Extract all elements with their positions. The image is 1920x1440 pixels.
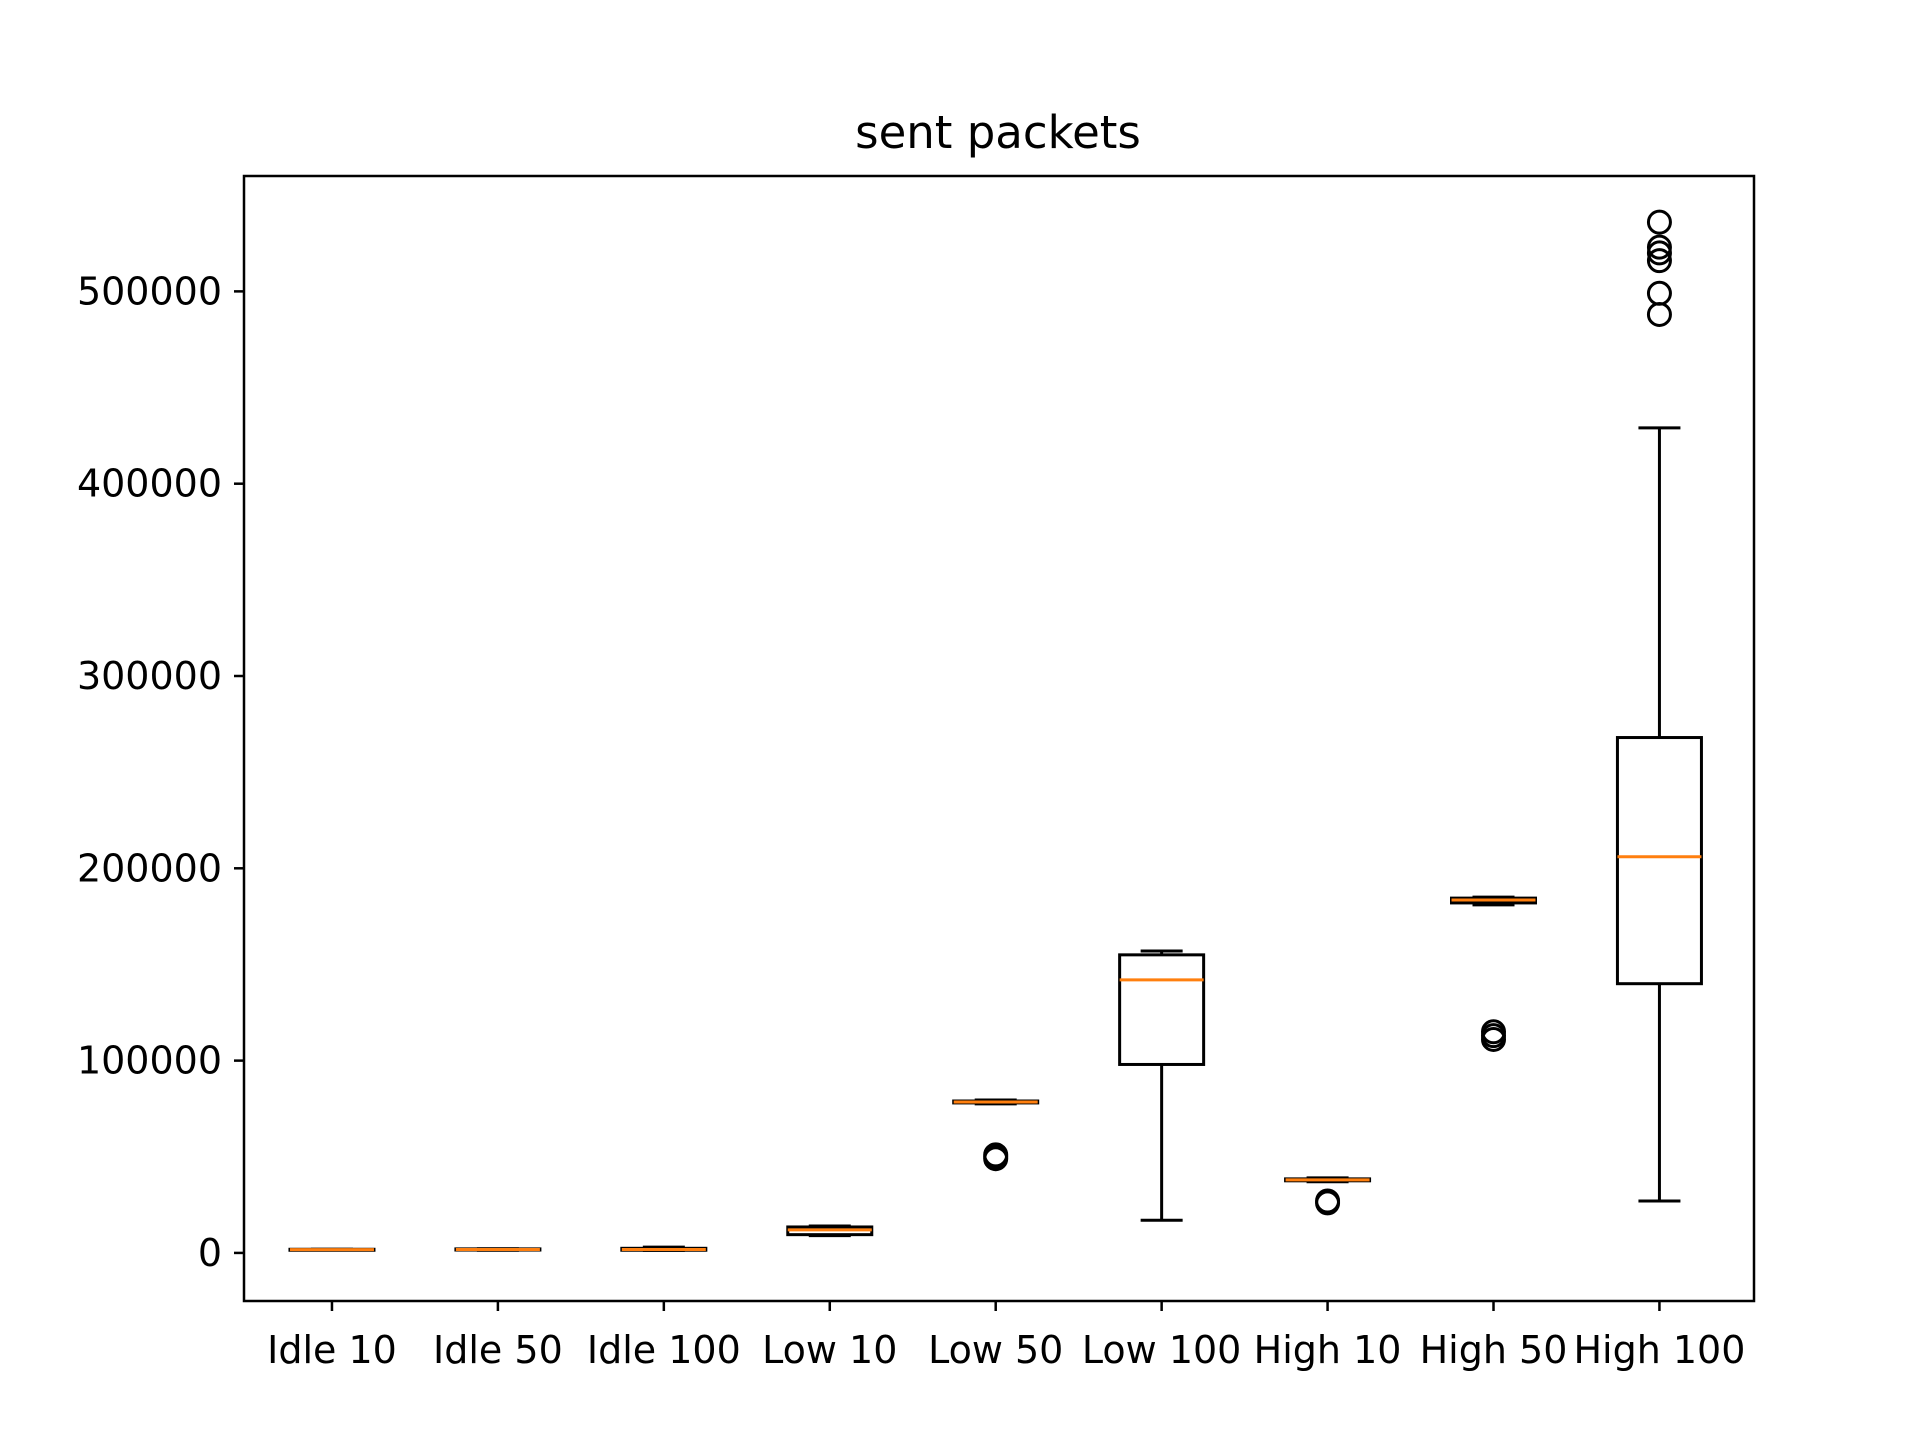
- x-tick-label: High 10: [1254, 1328, 1402, 1372]
- box-group-1: [288, 1247, 376, 1252]
- box-group-3: [620, 1245, 708, 1252]
- outlier-point: [1646, 301, 1672, 327]
- chart-title: sent packets: [855, 106, 1141, 159]
- outlier-point: [1646, 280, 1672, 306]
- outlier-point: [1646, 248, 1672, 274]
- box-group-5: [952, 1098, 1040, 1172]
- outlier-point: [983, 1142, 1009, 1168]
- y-tick-label: 400000: [77, 462, 222, 506]
- x-tick-label: Low 10: [762, 1328, 897, 1372]
- box-group-7: [1284, 1176, 1372, 1216]
- outlier-point: [1315, 1188, 1341, 1214]
- box-group-2: [454, 1247, 542, 1252]
- box-group-6: [1118, 949, 1206, 1222]
- y-tick-label: 200000: [77, 846, 222, 890]
- x-tick-label: High 50: [1420, 1328, 1568, 1372]
- x-tick-label: Idle 100: [587, 1328, 741, 1372]
- x-tick-label: Low 100: [1082, 1328, 1241, 1372]
- box-iqr: [1118, 953, 1206, 1066]
- y-tick-label: 100000: [77, 1039, 222, 1083]
- y-tick-label: 0: [198, 1231, 222, 1275]
- box-group-4: [786, 1224, 874, 1238]
- y-tick-label: 300000: [77, 654, 222, 698]
- x-tick-label: Idle 10: [267, 1328, 397, 1372]
- box-group-8: [1450, 895, 1538, 1052]
- axes-layer: 0 100000 200000 300000 400000 500000 Idle 10 Id…: [77, 269, 1745, 1372]
- outlier-point: [1646, 234, 1672, 260]
- x-tick-label: High 100: [1573, 1328, 1745, 1372]
- y-tick-label: 500000: [77, 269, 222, 313]
- x-tick-label: Idle 50: [433, 1328, 563, 1372]
- x-tick-label: Low 50: [928, 1328, 1063, 1372]
- outlier-point: [1481, 1019, 1507, 1045]
- boxes-layer: [288, 209, 1703, 1252]
- box-iqr: [1615, 736, 1703, 986]
- box-group-9: [1615, 209, 1703, 1203]
- outlier-point: [1646, 209, 1672, 235]
- plot-frame: [242, 174, 1756, 1303]
